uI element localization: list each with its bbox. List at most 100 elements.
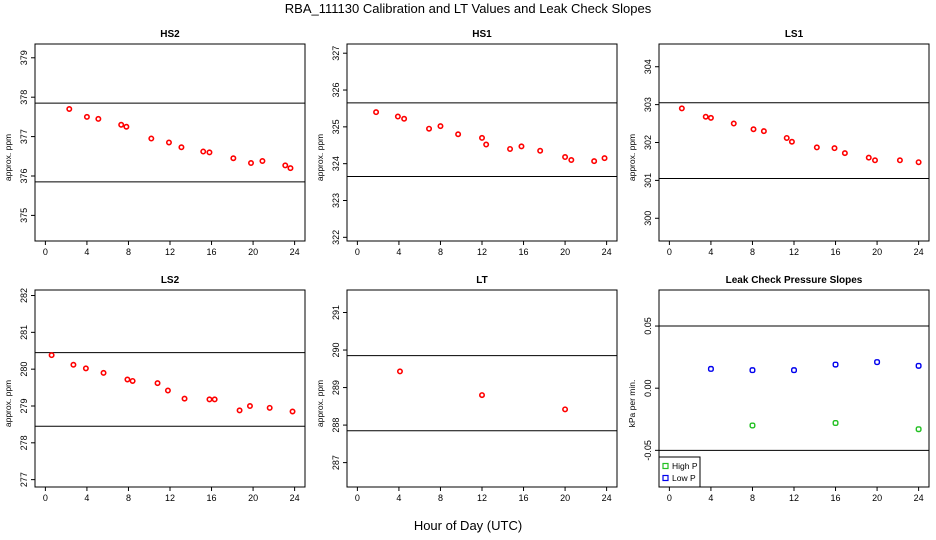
data-point: [165, 139, 172, 146]
data-point: [455, 131, 462, 138]
data-point: [82, 365, 89, 372]
x-tick-label: 12: [789, 493, 799, 503]
y-tick-label: 290: [331, 343, 341, 358]
y-axis-label: kPa per min.: [627, 380, 637, 428]
x-tick-label: 12: [789, 247, 799, 257]
x-tick-label: 16: [831, 493, 841, 503]
x-tick-label: 12: [477, 493, 487, 503]
data-point: [479, 134, 486, 141]
data-point: [123, 123, 130, 130]
y-axis-label: approx. ppm: [3, 380, 13, 427]
x-tick-label: 20: [560, 247, 570, 257]
data-point: [872, 157, 879, 164]
x-tick-label: 24: [914, 493, 924, 503]
data-point: [248, 159, 255, 166]
y-tick-label: 302: [643, 135, 653, 150]
panel-title: HS2: [160, 29, 180, 40]
x-tick-label: 24: [914, 247, 924, 257]
x-tick-label: 24: [602, 493, 612, 503]
data-point: [788, 138, 795, 145]
data-point: [537, 147, 544, 154]
panel-title: LS2: [161, 275, 180, 286]
x-tick-label: 4: [84, 247, 89, 257]
x-tick-label: 24: [290, 493, 300, 503]
legend-label-high-p: High P: [672, 461, 698, 471]
panel-ls1: LS1 0 4 8 12 16 20 24 300 301 302 303 304 approx. ppm: [627, 29, 930, 257]
y-tick-label: 375: [19, 208, 29, 223]
y-tick-label: 323: [331, 193, 341, 208]
y-tick-label: 281: [19, 325, 29, 340]
data-point: [246, 402, 253, 409]
data-point: [678, 105, 685, 112]
data-point: [100, 369, 107, 376]
data-point: [702, 113, 709, 120]
panel-lt: LT 0 4 8 12 16 20 24 287 288 289 290 291 approx. ppm: [315, 275, 618, 503]
chart-title: RBA_111130 Calibration and LT Values and…: [284, 1, 652, 16]
x-tick-label: 0: [355, 247, 360, 257]
data-point: [259, 158, 266, 165]
y-tick-label: 325: [331, 119, 341, 134]
data-point: [129, 377, 136, 384]
x-tick-label: 4: [708, 493, 713, 503]
data-point: [426, 125, 433, 132]
y-tick-label: 280: [19, 362, 29, 377]
data-point-low-p: [749, 367, 756, 374]
x-tick-label: 8: [126, 493, 131, 503]
y-tick-label: 287: [331, 455, 341, 470]
data-point: [562, 154, 569, 161]
x-tick-label: 12: [165, 247, 175, 257]
data-point: [266, 404, 273, 411]
data-point: [479, 392, 486, 399]
data-point: [568, 156, 575, 163]
data-point: [164, 387, 171, 394]
data-point: [896, 157, 903, 164]
data-point: [396, 368, 403, 375]
legend-label-low-p: Low P: [672, 473, 696, 483]
x-tick-label: 20: [872, 247, 882, 257]
data-point-high-p: [915, 426, 922, 433]
data-point: [66, 106, 73, 113]
data-point: [124, 376, 131, 383]
x-tick-label: 20: [248, 493, 258, 503]
data-point: [591, 158, 598, 165]
y-tick-label: 291: [331, 305, 341, 320]
data-point-low-p: [707, 365, 714, 372]
data-point: [841, 150, 848, 157]
data-point: [401, 115, 408, 122]
plot-frame: [34, 43, 306, 242]
x-tick-label: 4: [396, 493, 401, 503]
x-tick-label: 0: [43, 493, 48, 503]
x-tick-label: 20: [248, 247, 258, 257]
y-tick-label: 379: [19, 50, 29, 65]
data-point: [287, 165, 294, 172]
y-tick-label: 300: [643, 211, 653, 226]
data-point: [282, 162, 289, 169]
panel-title: Leak Check Pressure Slopes: [726, 275, 863, 286]
data-point: [601, 155, 608, 162]
plot-frame: [346, 289, 618, 488]
data-point-high-p: [832, 419, 839, 426]
y-axis-label: approx. ppm: [315, 134, 325, 181]
x-tick-label: 8: [750, 247, 755, 257]
x-tick-label: 16: [519, 493, 529, 503]
y-tick-label: 326: [331, 83, 341, 98]
x-tick-label: 0: [355, 493, 360, 503]
plot-frame: [346, 43, 618, 242]
x-tick-label: 12: [165, 493, 175, 503]
data-point: [70, 361, 77, 368]
y-tick-label: 279: [19, 398, 29, 413]
y-tick-label: 304: [643, 59, 653, 74]
y-tick-label: -0.05: [643, 440, 653, 461]
data-point: [230, 155, 237, 162]
x-tick-label: 16: [207, 493, 217, 503]
panel-title: LT: [476, 275, 487, 286]
data-point: [865, 154, 872, 161]
panel-title: HS1: [472, 29, 492, 40]
y-tick-label: 0.05: [643, 317, 653, 335]
x-tick-label: 0: [667, 247, 672, 257]
data-point-low-p: [790, 367, 797, 374]
data-point: [148, 135, 155, 142]
x-tick-label: 0: [667, 493, 672, 503]
x-tick-label: 8: [750, 493, 755, 503]
data-point: [178, 144, 185, 151]
